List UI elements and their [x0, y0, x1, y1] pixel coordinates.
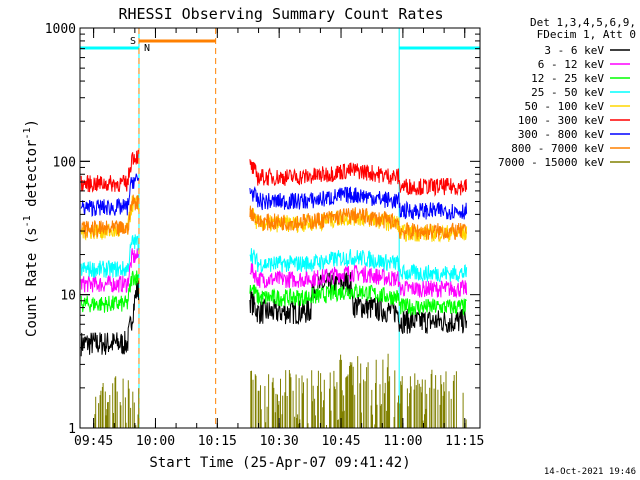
- legend-entry: 12 - 25 keV: [531, 72, 604, 85]
- x-tick-label: 10:15: [198, 434, 237, 449]
- y-tick-label: 100: [53, 155, 76, 170]
- y-axis-label: Count Rate (s-1 detector-1): [22, 119, 40, 337]
- chart-title: RHESSI Observing Summary Count Rates: [118, 5, 443, 23]
- axes: 1 10 100 1000 09:45 10:00 10:15 10:30 10:45 11:00…: [45, 22, 485, 449]
- x-tick-label: 11:15: [445, 434, 484, 449]
- legend-header: FDecim 1, Att 0: [537, 28, 636, 41]
- x-tick-label: 10:30: [260, 434, 299, 449]
- legend-entry: 800 - 7000 keV: [511, 142, 604, 155]
- legend-entry: 3 - 6 keV: [544, 44, 604, 57]
- x-tick-label: 11:00: [383, 434, 422, 449]
- series-line: [80, 173, 468, 221]
- night-flag-label: N: [144, 43, 150, 54]
- series-line: [80, 271, 468, 357]
- y-tick-label: 1: [68, 422, 76, 437]
- saa-flag-label: S: [130, 36, 136, 47]
- plot-frame: [79, 27, 481, 429]
- series-line: [80, 149, 468, 197]
- y-tick-label: 10: [60, 289, 76, 304]
- legend-entry: 7000 - 15000 keV: [498, 156, 604, 169]
- series-line: [80, 270, 467, 317]
- legend-entry: 100 - 300 keV: [518, 114, 604, 127]
- x-tick-label: 10:00: [136, 434, 175, 449]
- series-line: [80, 234, 468, 283]
- legend-entry: 300 - 800 keV: [518, 128, 604, 141]
- legend-entry: 50 - 100 keV: [525, 100, 605, 113]
- series-line: [94, 353, 467, 428]
- x-axis-label: Start Time (25-Apr-07 09:41:42): [149, 455, 410, 471]
- x-tick-label: 10:45: [321, 434, 360, 449]
- legend: Det 1,3,4,5,6,9,FDecim 1, Att 0 3 - 6 keV…: [498, 16, 636, 169]
- plot-area: SN: [79, 28, 481, 428]
- y-tick-label: 1000: [45, 22, 76, 37]
- legend-header: Det 1,3,4,5,6,9,: [530, 16, 636, 29]
- x-tick-label: 09:45: [74, 434, 113, 449]
- series-line: [80, 194, 468, 241]
- legend-entry: 25 - 50 keV: [531, 86, 604, 99]
- legend-entry: 6 - 12 keV: [538, 58, 605, 71]
- footer-date: 14-Oct-2021 19:46: [544, 467, 636, 477]
